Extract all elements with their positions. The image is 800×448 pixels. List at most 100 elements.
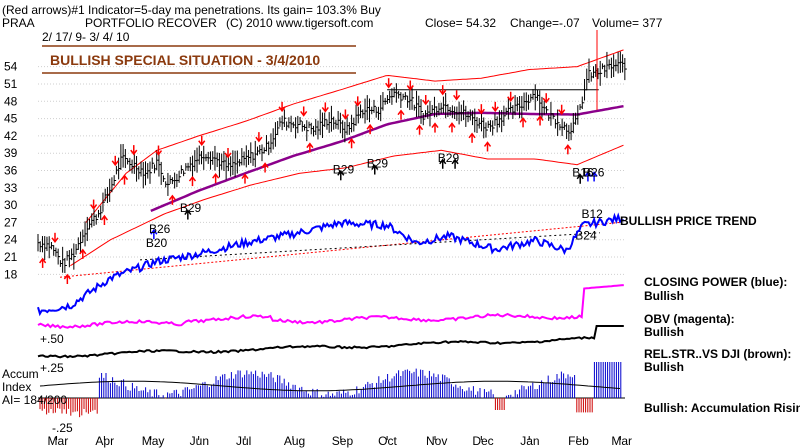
signal-label: B29 <box>333 162 355 176</box>
buy-arrow-head <box>483 141 492 147</box>
y-tick-label: 51 <box>4 77 18 91</box>
support-lines <box>387 30 599 110</box>
accum-title-2: Index <box>2 380 31 394</box>
black-buy-arrow-head <box>576 173 584 180</box>
x-tick-label: Mar <box>611 434 632 448</box>
closing-power-panel <box>37 212 624 317</box>
sell-arrow-head <box>507 96 515 103</box>
sell-arrow-head <box>300 111 308 117</box>
signal-label: B16 <box>572 165 594 179</box>
y-tick-label: 27 <box>4 215 18 229</box>
accum-ma-line <box>39 380 621 392</box>
rel-title: REL.STR..VS DJI (brown): <box>644 347 791 361</box>
bands <box>59 49 624 278</box>
sell-arrow-head <box>224 152 232 159</box>
rel-strength-panel <box>37 325 624 359</box>
x-tick-label: Feb <box>568 434 589 448</box>
closing-power-line <box>37 212 624 317</box>
x-tick-label: Jan <box>520 434 539 448</box>
y-tick-label: 18 <box>4 267 18 281</box>
sell-arrow-head <box>477 108 485 115</box>
black-buy-arrow-head <box>184 209 192 215</box>
sell-arrow-head <box>111 160 119 167</box>
cp-title: CLOSING POWER (blue): <box>644 275 787 289</box>
signal-label: B29 <box>367 157 389 171</box>
y-tick-label: 21 <box>4 250 18 264</box>
sell-arrow-head <box>422 99 430 106</box>
header-change: Change=-.07 <box>510 16 580 30</box>
y-tick-label: 48 <box>4 94 18 108</box>
obv-line <box>37 284 624 330</box>
accum-status: Bullish: Accumulation Rising <box>644 401 800 415</box>
buy-arrow-head <box>448 122 456 128</box>
lower-band <box>70 144 624 267</box>
plus25-label: +.25 <box>40 361 64 375</box>
x-tick-label: Apr <box>95 434 114 448</box>
signal-label: B24 <box>575 229 597 243</box>
x-tick-label: Sep <box>332 434 354 448</box>
buy-arrow-head <box>120 174 129 181</box>
black-buy-arrow-head <box>371 164 379 170</box>
sell-arrow-head <box>130 149 138 156</box>
accum-title-1: Accum <box>2 367 39 381</box>
rel-strength-line <box>37 325 624 359</box>
upper-band <box>85 49 624 223</box>
x-tick-label: Aug <box>284 434 305 448</box>
buy-arrow-head <box>306 142 314 149</box>
y-tick-label: 45 <box>4 112 18 126</box>
header-symbol: PRAA <box>2 16 35 30</box>
signal-label: B26 <box>149 222 171 236</box>
buy-arrow-head <box>79 248 87 255</box>
signal-label: B26 <box>583 165 605 179</box>
header-close: Close= 54.32 <box>425 16 496 30</box>
obv-title: OBV (magenta): <box>644 312 735 326</box>
obv-status: Bullish <box>644 325 684 339</box>
buy-arrow-head <box>564 144 572 150</box>
y-tick-label: 39 <box>4 146 18 160</box>
blue-buy-arrow-head <box>150 228 158 235</box>
y-tick-label: 30 <box>4 198 18 212</box>
black-buy-arrow-head <box>337 170 345 176</box>
sell-arrow-head <box>453 94 461 101</box>
blue-buy-arrow-head <box>584 171 592 177</box>
header-volume: Volume= 377 <box>592 16 663 30</box>
plus50-label: +.50 <box>40 332 64 346</box>
signal-label: B29 <box>180 201 202 215</box>
header-date-range: 2/ 17/ 9- 3/ 4/ 10 <box>42 30 130 44</box>
buy-arrow-head <box>63 273 71 280</box>
price-grid <box>38 66 625 275</box>
x-tick-label: Dec <box>472 434 493 448</box>
y-tick-label: 33 <box>4 181 18 195</box>
sell-arrow-head <box>558 109 566 115</box>
x-tick-label: Jun <box>190 434 209 448</box>
rel-status: Bullish <box>644 360 684 374</box>
minus25-label: -.25 <box>52 421 73 435</box>
sell-arrow-head <box>406 85 414 91</box>
x-tick-label: Oct <box>378 434 397 448</box>
buy-arrow-head <box>100 214 109 221</box>
sell-arrow-head <box>439 89 447 96</box>
buy-arrow-head <box>431 122 439 129</box>
buy-arrow-head <box>212 172 220 179</box>
x-tick-label: Mar <box>48 434 69 448</box>
buy-arrow-head <box>397 109 405 116</box>
sell-arrow-head <box>385 82 393 89</box>
ai-value: AI= 184/200 <box>2 393 67 407</box>
y-tick-label: 36 <box>4 164 18 178</box>
obv-panel <box>37 284 624 330</box>
month-axis-ticks: Mar Apr May Jun Jul Aug Sep Oct Nov Dec Jan Feb Mar <box>48 434 633 448</box>
signal-label: B12 <box>581 207 603 221</box>
sell-arrow-head <box>90 204 98 210</box>
signal-arrows <box>39 78 598 284</box>
header-line1: (Red arrows)#1 Indicator=5-day ma penetr… <box>2 3 381 17</box>
header-name: PORTFOLIO RECOVER <box>85 16 217 30</box>
sell-arrow-head <box>154 150 163 156</box>
sell-arrow-head <box>354 100 362 107</box>
sell-arrow-head <box>51 237 59 244</box>
signal-label: B20 <box>146 236 168 250</box>
y-tick-label: 24 <box>4 233 18 247</box>
y-tick-label: 42 <box>4 129 18 143</box>
cp-status: Bullish <box>644 289 684 303</box>
buy-arrow-head <box>241 173 249 180</box>
